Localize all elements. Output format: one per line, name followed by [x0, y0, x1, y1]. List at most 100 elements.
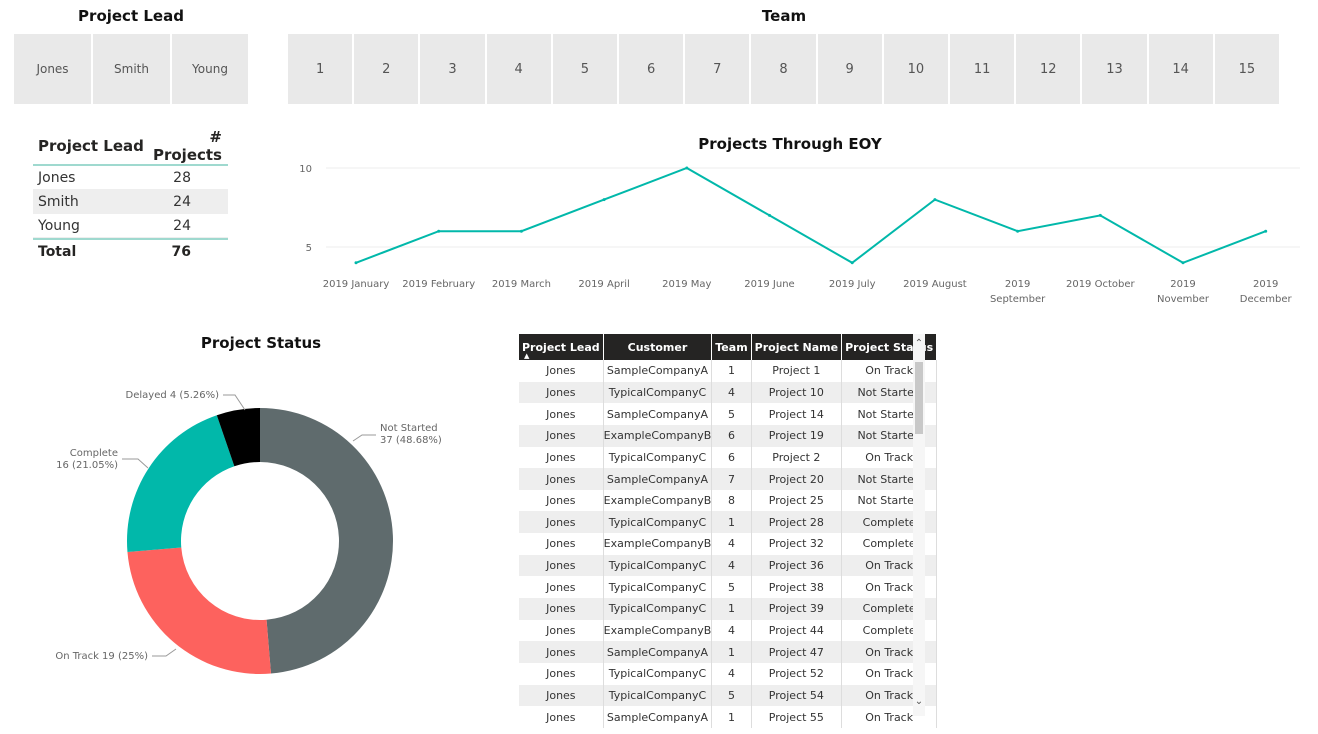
table-row[interactable]: Jones TypicalCompanyC 4 Project 36 On Track [519, 554, 938, 577]
team-slicer-title: Team [761, 7, 807, 25]
x-tick-label: 2019 July [829, 279, 876, 290]
table-row[interactable]: Jones SampleCompanyA 7 Project 20 Not Starte… [519, 468, 938, 490]
header-project-lead[interactable]: Project Lead ▲ [519, 334, 604, 360]
slicer-item-team-4[interactable]: 4 [486, 34, 551, 104]
table-row[interactable]: Jones TypicalCompanyC 1 Project 28 Complete [519, 511, 938, 534]
slice-label: On Track 19 (25%) [55, 651, 148, 662]
slicer-item-team-6[interactable]: 6 [619, 34, 684, 104]
donut-slice[interactable] [216, 408, 260, 467]
table-row[interactable]: Jones TypicalCompanyC 1 Project 39 Complete [519, 598, 938, 620]
cell-project-name: Project 19 [751, 424, 843, 447]
table-row[interactable]: Jones TypicalCompanyC 5 Project 54 On Track [519, 684, 938, 707]
data-point [519, 229, 523, 233]
row-count: 28 [173, 169, 191, 186]
data-point [1181, 261, 1185, 265]
table-row[interactable]: Jones TypicalCompanyC 6 Project 2 On Track [519, 446, 938, 469]
total-count: 76 [171, 244, 191, 260]
slicer-item-smith[interactable]: Smith [93, 34, 170, 104]
header-project-count[interactable]: # Projects [152, 128, 222, 164]
slicer-item-team-1[interactable]: 1 [288, 34, 353, 104]
cell-project-lead: Jones [519, 446, 604, 469]
header-customer[interactable]: Customer [603, 334, 713, 360]
table-row[interactable]: Jones SampleCompanyA 5 Project 14 Not Starte… [519, 403, 938, 425]
cell-customer: TypicalCompanyC [603, 381, 713, 404]
y-tick-label: 5 [306, 243, 312, 254]
table-row[interactable]: Jones ExampleCompanyB 6 Project 19 Not Start… [519, 424, 938, 447]
donut-chart-title: Project Status [200, 334, 322, 352]
cell-customer: SampleCompanyA [603, 706, 713, 728]
table-total-row: Total 76 [33, 238, 228, 264]
table-row[interactable]: Jones ExampleCompanyB 8 Project 25 Not Start… [519, 489, 938, 512]
slicer-item-jones[interactable]: Jones [14, 34, 91, 104]
scroll-up-icon[interactable]: ⌃ [914, 338, 924, 349]
table-row: Young 24 [33, 214, 228, 238]
summary-table-header: Project Lead # Projects [33, 128, 228, 166]
data-point [602, 198, 606, 202]
slicer-item-team-12[interactable]: 12 [1016, 34, 1081, 104]
leader-line [352, 434, 376, 442]
header-project-lead[interactable]: Project Lead [38, 137, 144, 155]
row-lead: Young [38, 217, 80, 234]
cell-project-name: Project 39 [751, 598, 843, 620]
slice-label: Not Started [380, 423, 438, 434]
slicer-item-team-13[interactable]: 13 [1082, 34, 1147, 104]
cell-project-name: Project 36 [751, 554, 843, 577]
slicer-item-team-5[interactable]: 5 [552, 34, 617, 104]
cell-project-lead: Jones [519, 360, 604, 382]
line-series [355, 166, 1267, 264]
leader-line [122, 458, 149, 469]
slicer-item-team-15[interactable]: 15 [1214, 34, 1279, 104]
header-project-name[interactable]: Project Name [751, 334, 843, 360]
cell-project-lead: Jones [519, 706, 604, 728]
scroll-down-icon[interactable]: ⌄ [914, 696, 924, 707]
slicer-item-team-11[interactable]: 11 [950, 34, 1015, 104]
x-tick-label: 2019 November [1157, 279, 1210, 305]
detail-table-scrollbar[interactable]: ⌃ ⌄ [913, 334, 925, 716]
cell-team: 7 [711, 468, 752, 490]
scroll-thumb[interactable] [915, 362, 923, 434]
table-row[interactable]: Jones ExampleCompanyB 4 Project 44 Complete [519, 619, 938, 642]
sort-ascending-icon: ▲ [524, 352, 530, 360]
data-point [1264, 229, 1268, 233]
cell-project-lead: Jones [519, 424, 604, 447]
donut-slice[interactable] [127, 415, 235, 552]
table-row[interactable]: Jones SampleCompanyA 1 Project 47 On Track [519, 641, 938, 663]
table-row[interactable]: Jones SampleCompanyA 1 Project 1 On Track [519, 360, 938, 382]
table-row[interactable]: Jones ExampleCompanyB 4 Project 32 Complete [519, 533, 938, 555]
table-row[interactable]: Jones TypicalCompanyC 4 Project 10 Not Start… [519, 381, 938, 404]
slicer-item-team-7[interactable]: 7 [685, 34, 750, 104]
cell-project-lead: Jones [519, 403, 604, 425]
slicer-item-team-8[interactable]: 8 [751, 34, 816, 104]
summary-table: Project Lead # Projects Jones 28 Smith 2… [33, 128, 228, 264]
slicer-item-team-14[interactable]: 14 [1148, 34, 1213, 104]
slicer-item-young[interactable]: Young [172, 34, 248, 104]
slice-value-label: 37 (48.68%) [380, 435, 442, 446]
cell-customer: TypicalCompanyC [603, 576, 713, 599]
table-row[interactable]: Jones TypicalCompanyC 4 Project 52 On Track [519, 662, 938, 685]
cell-project-name: Project 38 [751, 576, 843, 599]
cell-project-name: Project 55 [751, 706, 843, 728]
header-team[interactable]: Team [711, 334, 752, 360]
cell-customer: TypicalCompanyC [603, 662, 713, 685]
slicer-item-team-3[interactable]: 3 [420, 34, 485, 104]
cell-project-name: Project 44 [751, 619, 843, 642]
table-row[interactable]: Jones SampleCompanyA 1 Project 55 On Track [519, 706, 938, 728]
cell-project-lead: Jones [519, 684, 604, 707]
data-point [1016, 229, 1020, 233]
slicer-item-team-9[interactable]: 9 [817, 34, 882, 104]
slicer-item-team-10[interactable]: 10 [883, 34, 948, 104]
data-point [437, 229, 441, 233]
cell-customer: TypicalCompanyC [603, 554, 713, 577]
slicer-item-team-2[interactable]: 2 [354, 34, 419, 104]
y-tick-label: 10 [299, 164, 312, 175]
data-point [850, 261, 854, 265]
data-point [768, 213, 771, 217]
cell-team: 1 [711, 598, 752, 620]
donut-slice[interactable] [260, 408, 394, 674]
table-row[interactable]: Jones TypicalCompanyC 5 Project 38 On Track [519, 576, 938, 599]
donut-slice[interactable] [127, 547, 271, 674]
cell-team: 1 [711, 641, 752, 663]
cell-project-name: Project 52 [751, 662, 843, 685]
cell-project-lead: Jones [519, 511, 604, 534]
